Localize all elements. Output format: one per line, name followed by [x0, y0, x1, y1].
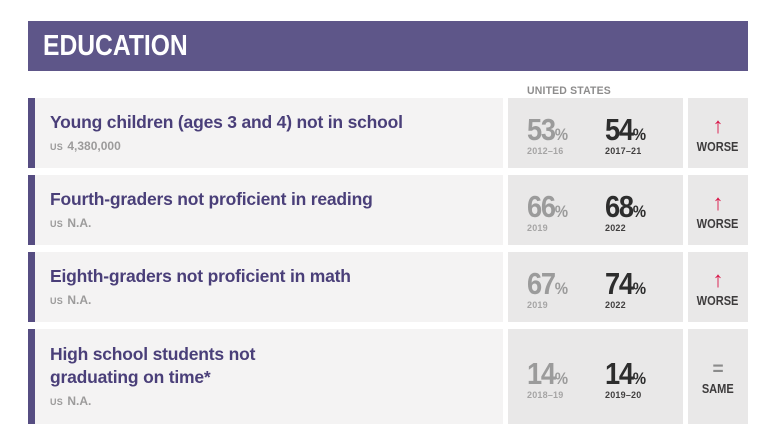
trend-label: WORSE — [697, 292, 739, 308]
indicator-title-cell: High school students not graduating on t… — [35, 329, 503, 424]
us-count: US N.A. — [50, 214, 493, 232]
indicator-title: Young children (ages 3 and 4) not in sch… — [50, 112, 403, 133]
latest-value-group: 14% 2019–20 — [605, 358, 652, 400]
up-arrow-icon: ↑ — [712, 189, 724, 215]
latest-value-group: 54% 2017–21 — [605, 114, 652, 156]
trend-cell: ↑ WORSE — [688, 252, 748, 322]
us-count-value: N.A. — [67, 393, 92, 408]
percent-sign: % — [632, 279, 647, 298]
baseline-number: 67 — [527, 266, 556, 301]
values-cell: 53% 2012–16 54% 2017–21 — [508, 98, 683, 168]
percent-sign: % — [554, 202, 569, 221]
latest-period: 2017–21 — [605, 146, 642, 156]
latest-value: 74% — [605, 268, 646, 299]
baseline-value-group: 14% 2018–19 — [527, 358, 605, 400]
up-arrow-icon: ↑ — [712, 112, 724, 138]
trend-label: WORSE — [697, 138, 739, 154]
percent-sign: % — [554, 125, 569, 144]
indicator-row-high-school: High school students not graduating on t… — [28, 329, 748, 424]
latest-period: 2022 — [605, 223, 626, 233]
latest-value-group: 68% 2022 — [605, 191, 652, 233]
percent-sign: % — [554, 279, 569, 298]
indicator-table: Young children (ages 3 and 4) not in sch… — [28, 98, 748, 431]
us-count-value: N.A. — [67, 292, 92, 307]
baseline-value-group: 67% 2019 — [527, 268, 605, 310]
baseline-number: 14 — [527, 355, 556, 391]
row-accent-bar — [28, 329, 35, 424]
latest-value: 14% — [605, 358, 646, 389]
united-states-label: UNITED STATES — [527, 85, 611, 97]
indicator-title: High school students not graduating on t… — [50, 344, 256, 387]
indicator-row-young-children: Young children (ages 3 and 4) not in sch… — [28, 98, 748, 168]
section-title: EDUCATION — [43, 29, 188, 62]
us-prefix-label: US — [50, 141, 63, 152]
baseline-value: 53% — [527, 114, 568, 145]
baseline-value: 14% — [527, 358, 568, 389]
latest-number: 74 — [605, 266, 634, 301]
row-accent-bar — [28, 98, 35, 168]
values-cell: 66% 2019 68% 2022 — [508, 175, 683, 245]
indicator-title: Fourth-graders not proficient in reading — [50, 189, 373, 210]
latest-number: 54 — [605, 112, 634, 147]
us-prefix-label: US — [50, 396, 63, 407]
percent-sign: % — [632, 125, 647, 144]
baseline-value-group: 66% 2019 — [527, 191, 605, 233]
indicator-title-cell: Eighth-graders not proficient in math US… — [35, 252, 503, 322]
latest-value: 54% — [605, 114, 646, 145]
trend-label: SAME — [702, 380, 734, 396]
equals-icon: = — [712, 358, 724, 380]
indicator-title: Eighth-graders not proficient in math — [50, 266, 351, 287]
section-header: EDUCATION — [28, 21, 748, 71]
baseline-value: 67% — [527, 268, 568, 299]
baseline-period: 2019 — [527, 223, 548, 233]
indicator-title-cell: Fourth-graders not proficient in reading… — [35, 175, 503, 245]
latest-period: 2019–20 — [605, 389, 642, 400]
percent-sign: % — [554, 368, 569, 388]
us-prefix-label: US — [50, 295, 63, 306]
baseline-value: 66% — [527, 191, 568, 222]
up-arrow-icon: ↑ — [712, 266, 724, 292]
latest-number: 68 — [605, 189, 634, 224]
indicator-row-eighth-graders: Eighth-graders not proficient in math US… — [28, 252, 748, 322]
values-cell: 14% 2018–19 14% 2019–20 — [508, 329, 683, 424]
baseline-value-group: 53% 2012–16 — [527, 114, 605, 156]
trend-label: WORSE — [697, 215, 739, 231]
latest-period: 2022 — [605, 300, 626, 310]
baseline-period: 2012–16 — [527, 146, 564, 156]
percent-sign: % — [632, 202, 647, 221]
row-accent-bar — [28, 252, 35, 322]
percent-sign: % — [632, 368, 647, 388]
us-prefix-label: US — [50, 218, 63, 229]
values-cell: 67% 2019 74% 2022 — [508, 252, 683, 322]
row-accent-bar — [28, 175, 35, 245]
latest-number: 14 — [605, 355, 634, 391]
trend-cell: ↑ WORSE — [688, 175, 748, 245]
latest-value: 68% — [605, 191, 646, 222]
latest-value-group: 74% 2022 — [605, 268, 652, 310]
us-count-value: N.A. — [67, 215, 92, 230]
us-count: US N.A. — [50, 291, 493, 309]
indicator-row-fourth-graders: Fourth-graders not proficient in reading… — [28, 175, 748, 245]
indicator-title-cell: Young children (ages 3 and 4) not in sch… — [35, 98, 503, 168]
us-count: US N.A. — [50, 392, 493, 410]
baseline-period: 2018–19 — [527, 389, 564, 400]
baseline-number: 66 — [527, 189, 556, 224]
trend-cell: ↑ WORSE — [688, 98, 748, 168]
trend-cell: = SAME — [688, 329, 748, 424]
us-count-value: 4,380,000 — [67, 138, 121, 153]
us-count: US 4,380,000 — [50, 137, 493, 155]
column-group-header: UNITED STATES — [527, 81, 615, 99]
baseline-number: 53 — [527, 112, 556, 147]
baseline-period: 2019 — [527, 300, 548, 310]
